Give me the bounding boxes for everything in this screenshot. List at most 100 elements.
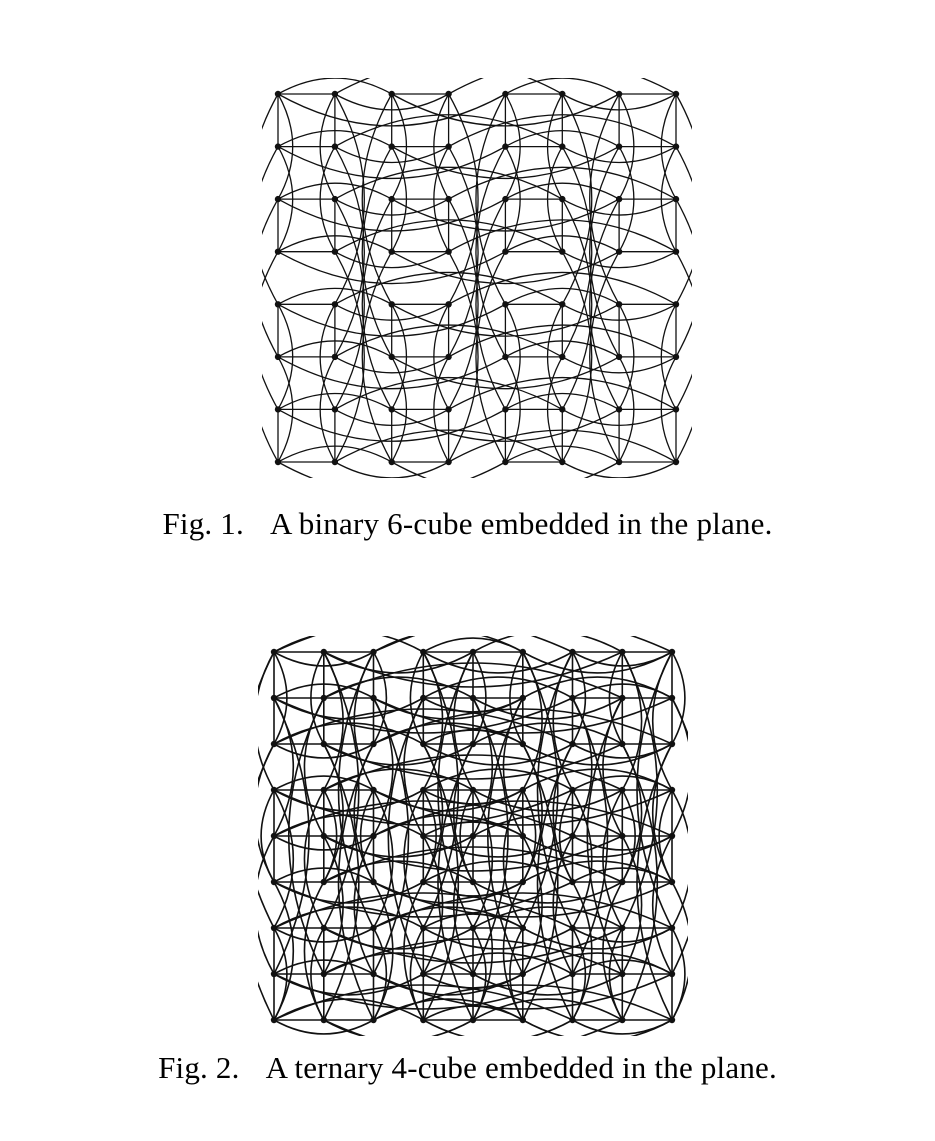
fig2-node-70 [619, 970, 626, 978]
fig1-edge-107 [561, 251, 677, 269]
fig2-node-26 [668, 740, 676, 748]
fig1-edge-72 [334, 198, 365, 410]
fig2-edge-251 [636, 651, 673, 929]
fig1-node-28 [502, 248, 509, 255]
fig2-edge-194 [422, 789, 437, 883]
fig1-node-4 [502, 90, 509, 98]
fig2-edge-198 [459, 789, 474, 883]
fig2-edge-231 [422, 651, 460, 929]
fig2-node-33 [569, 786, 576, 794]
fig2-node-12 [420, 694, 427, 702]
fig1-edge-141 [277, 340, 393, 358]
fig1-node-35 [445, 301, 452, 308]
fig1-edge-145 [334, 324, 563, 358]
fig1-node-53 [559, 406, 566, 413]
figure-1-graph [262, 78, 692, 478]
fig1-node-33 [331, 301, 339, 308]
fig2-edge-90 [472, 651, 487, 745]
fig1-node-29 [559, 248, 566, 255]
fig2-node-35 [668, 786, 676, 794]
fig2-edge-219 [258, 651, 275, 929]
fig2-edge-293 [323, 1019, 474, 1036]
fig2-edge-267 [387, 697, 425, 975]
fig2-node-77 [519, 1016, 526, 1024]
fig2-edge-315 [536, 743, 574, 1021]
fig2-edge-111 [273, 789, 294, 929]
fig1-edge-16 [448, 78, 677, 95]
fig1-edge-101 [361, 251, 393, 463]
fig2-node-3 [420, 648, 427, 656]
fig2-node-36 [270, 832, 278, 840]
fig2-node-19 [320, 740, 327, 748]
fig2-edge-309 [522, 1019, 673, 1036]
fig2-node-8 [668, 648, 676, 656]
fig2-edge-161 [472, 814, 623, 837]
fig2-edge-20 [422, 637, 524, 653]
fig2-edge-214 [658, 789, 673, 883]
fig2-edge-92 [422, 729, 524, 745]
fig1-edge-187 [448, 429, 677, 463]
fig2-edge-298 [372, 927, 388, 1021]
fig1-edge-102 [448, 219, 677, 253]
fig2-node-45 [270, 878, 278, 886]
fig1-edge-93 [277, 235, 393, 253]
fig2-edge-29 [323, 651, 623, 688]
fig2-node-37 [320, 832, 327, 840]
fig2-edge-106 [671, 651, 686, 745]
fig2-edge-303 [422, 743, 460, 1021]
fig1-edge-161 [277, 392, 393, 410]
fig1-edge-44 [334, 146, 365, 358]
graph-nodes [270, 648, 676, 1024]
fig2-node-68 [519, 970, 526, 978]
fig2-edge-141 [373, 789, 673, 826]
fig2-node-55 [320, 924, 327, 932]
fig2-node-67 [469, 970, 477, 978]
fig2-node-39 [420, 832, 427, 840]
fig1-node-49 [331, 406, 339, 413]
fig2-edge-147 [258, 835, 275, 975]
fig2-node-47 [370, 878, 377, 886]
fig2-edge-271 [472, 697, 509, 975]
fig2-edge-318 [608, 927, 623, 1021]
fig2-node-27 [270, 786, 278, 794]
fig1-edge-32 [589, 93, 620, 305]
fig1-edge-170 [448, 376, 677, 410]
fig1-edge-49 [448, 114, 677, 148]
fig2-edge-233 [472, 906, 623, 929]
fig1-node-22 [615, 195, 623, 203]
fig2-edge-3 [258, 651, 275, 791]
fig2-node-44 [668, 832, 676, 840]
fig2-edge-212 [572, 867, 673, 883]
fig2-edge-123 [403, 789, 424, 929]
fig1-node-11 [445, 143, 452, 150]
fig1-edge-37 [277, 130, 393, 148]
fig1-edge-89 [589, 198, 620, 410]
fig2-edge-82 [372, 651, 388, 745]
fig1-node-12 [502, 143, 509, 150]
fig2-node-1 [320, 648, 327, 656]
fig1-edge-48 [361, 146, 393, 358]
fig1-edge-63 [675, 146, 692, 358]
fig1-node-63 [672, 458, 680, 466]
fig2-node-43 [619, 832, 626, 840]
fig2-node-34 [619, 786, 626, 794]
fig2-edge-25 [273, 636, 573, 653]
fig2-edge-33 [373, 636, 673, 653]
fig1-node-6 [615, 90, 623, 98]
fig2-edge-245 [323, 927, 623, 964]
fig1-node-17 [331, 195, 339, 203]
fig2-edge-284 [572, 959, 673, 975]
fig2-node-73 [320, 1016, 327, 1024]
fig1-node-55 [672, 406, 680, 413]
fig2-node-59 [519, 924, 526, 932]
fig1-node-54 [615, 406, 623, 413]
fig1-node-62 [615, 458, 623, 466]
fig2-edge-151 [323, 835, 344, 975]
fig1-node-61 [559, 458, 566, 466]
figure-2-label: Fig. 2. [158, 1050, 240, 1085]
fig2-edge-215 [671, 881, 688, 1021]
fig2-edge-255 [273, 697, 310, 975]
fig2-edge-311 [522, 743, 559, 1021]
figure-2-graph [258, 636, 688, 1036]
fig2-edge-17 [472, 636, 623, 653]
